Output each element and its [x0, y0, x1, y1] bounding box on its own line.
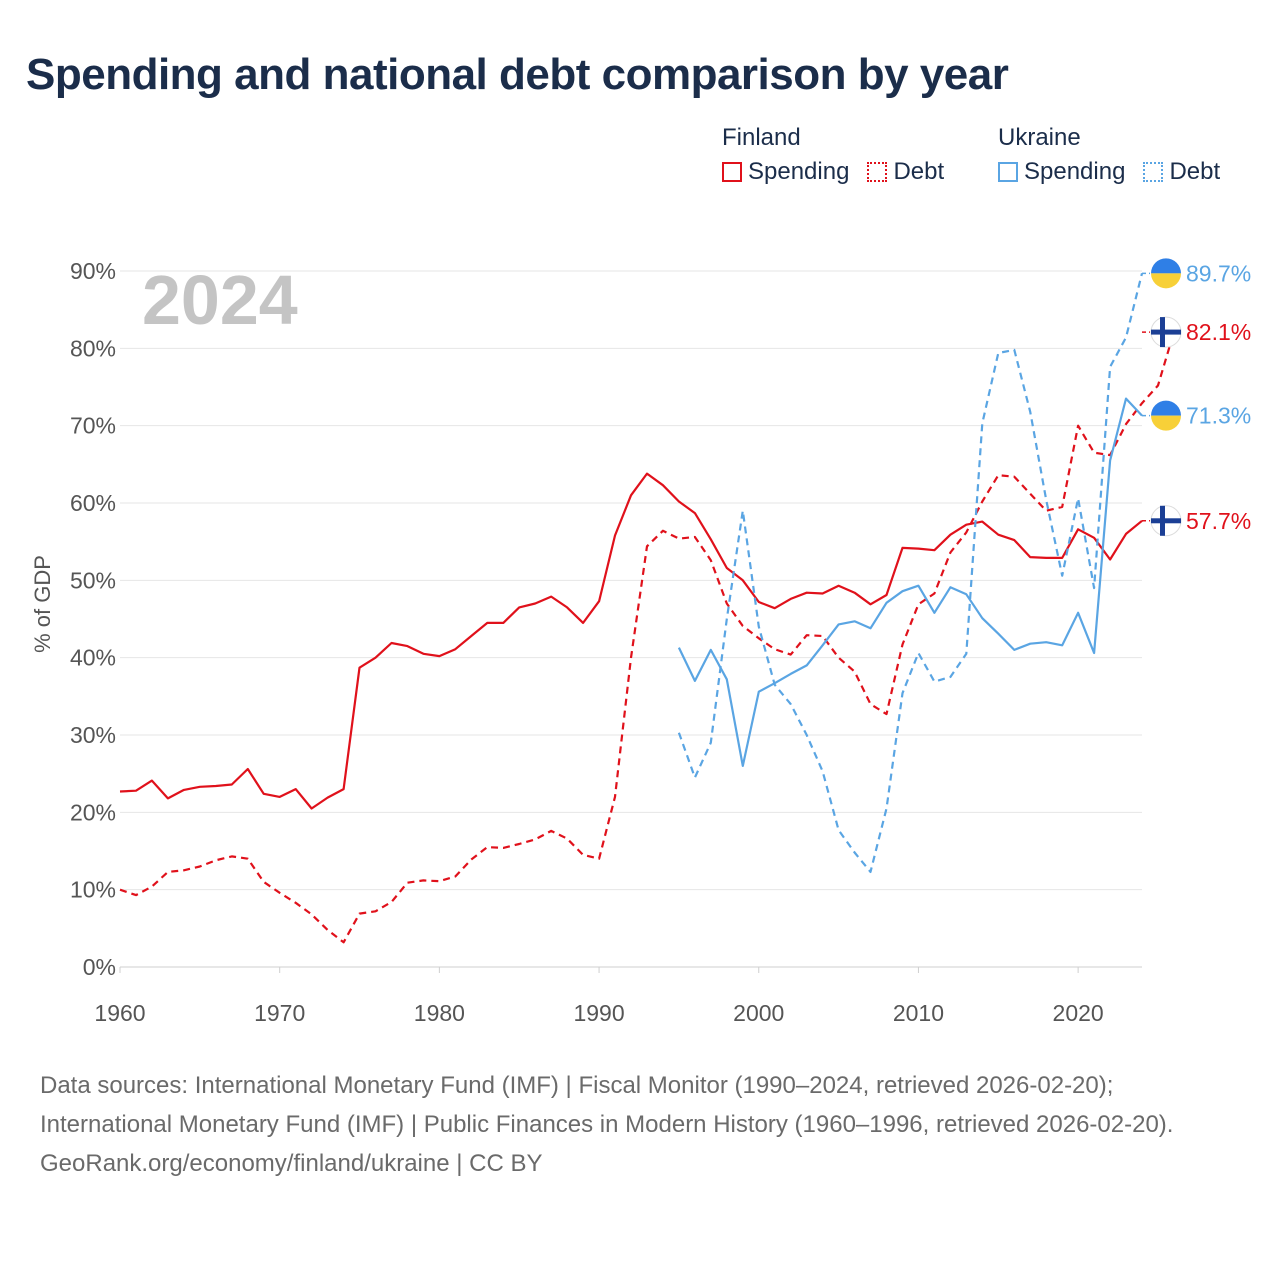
y-tick-label: 60%: [70, 490, 116, 516]
finland-flag-icon: [1150, 505, 1182, 537]
gridlines: [120, 270, 1142, 968]
x-tick-label: 1970: [254, 1000, 305, 1026]
x-axis-ticks: 1960 1970 1980 1990 2000 2010 2020: [94, 967, 1104, 1026]
footer: Data sources: International Monetary Fun…: [40, 1066, 1240, 1183]
end-value-label: 71.3%: [1186, 403, 1251, 429]
x-tick-label: 1990: [573, 1000, 624, 1026]
legend-item-label: Spending: [748, 158, 850, 185]
year-label: 2024: [142, 261, 298, 339]
series-line-ukraine-debt: [677, 273, 1144, 874]
legend-item-label: Spending: [1024, 158, 1126, 185]
end-value-label: 57.7%: [1186, 508, 1251, 534]
series-line-finland-spending: [119, 472, 1143, 810]
legend-group-finland: Finland: [722, 124, 801, 151]
ukraine-flag-icon: [1151, 258, 1181, 289]
data-sources: Data sources: International Monetary Fun…: [40, 1072, 1174, 1138]
end-labels: 57.7% 82.1% 71.3% 89.7%: [1142, 258, 1251, 537]
y-tick-label: 50%: [70, 567, 116, 593]
end-value-label: 89.7%: [1186, 260, 1251, 286]
end-value-label: 82.1%: [1186, 319, 1251, 345]
legend-item-finland-spending[interactable]: Spending: [722, 158, 849, 186]
y-tick-label: 90%: [70, 258, 116, 284]
chart-title: Spending and national debt comparison by…: [26, 50, 1009, 99]
legend-group-ukraine: Ukraine: [998, 124, 1081, 151]
dashed-swatch-icon: [1143, 162, 1164, 182]
solid-swatch-icon: [998, 162, 1018, 182]
y-tick-label: 70%: [70, 413, 116, 439]
ukraine-flag-icon: [1151, 400, 1181, 431]
y-tick-label: 20%: [70, 799, 116, 825]
legend-item-ukraine-spending[interactable]: Spending: [998, 158, 1125, 186]
y-tick-label: 40%: [70, 645, 116, 671]
finland-flag-icon: [1150, 316, 1182, 348]
credit-link[interactable]: GeoRank.org/economy/finland/ukraine | CC…: [40, 1150, 543, 1177]
x-tick-label: 1980: [414, 1000, 465, 1026]
y-tick-label: 30%: [70, 722, 116, 748]
y-tick-label: 10%: [70, 877, 116, 903]
dashed-swatch-icon: [867, 162, 888, 182]
x-tick-label: 2020: [1053, 1000, 1104, 1026]
series-lines: [119, 273, 1175, 944]
series-line-finland-debt: [119, 331, 1175, 944]
legend-item-ukraine-debt[interactable]: Debt: [1143, 158, 1220, 186]
y-axis-label: % of GDP: [30, 555, 55, 653]
series-line-ukraine-spending: [677, 397, 1143, 768]
y-tick-label: 0%: [83, 954, 116, 980]
solid-swatch-icon: [722, 162, 742, 182]
x-tick-label: 2000: [733, 1000, 784, 1026]
x-tick-label: 1960: [94, 1000, 145, 1026]
legend-item-label: Debt: [1169, 158, 1221, 185]
y-axis-ticks: 0% 10% 20% 30% 40% 50% 60% 70% 80% 90%: [70, 258, 116, 980]
x-tick-label: 2010: [893, 1000, 944, 1026]
legend-ukraine: Ukraine Spending Debt: [998, 124, 1220, 186]
legend-finland: Finland Spending Debt: [722, 124, 944, 186]
y-tick-label: 80%: [70, 335, 116, 361]
legend-item-label: Debt: [893, 158, 945, 185]
legend-item-finland-debt[interactable]: Debt: [867, 158, 944, 186]
